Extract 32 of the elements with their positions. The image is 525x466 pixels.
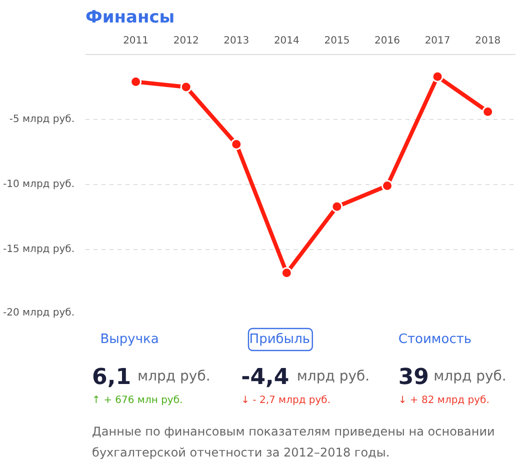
point: [180, 81, 192, 93]
text: 6,1: [92, 365, 132, 390]
text: Стоимость: [398, 332, 472, 347]
y-tick-label: -10 млрд руб.: [3, 179, 74, 190]
text: млрд руб.: [138, 368, 210, 384]
text: ↓ + 82 млрд руб.: [398, 395, 490, 406]
x-tick-label: 2014: [274, 36, 300, 46]
x-tick-label: 2013: [224, 36, 250, 46]
x-tick-label: 2017: [424, 36, 450, 46]
x-tick-label: 2011: [123, 36, 149, 46]
text: Данные по финансовым показателям приведены на основании бухгалтерской отчетности за 2012–2018 годы.: [92, 424, 495, 460]
text: -4,4: [241, 365, 290, 390]
text: Выручка: [100, 332, 159, 347]
point: [280, 267, 292, 279]
x-tick-label: 2015: [324, 36, 350, 46]
point: [432, 70, 444, 82]
x-tick-label: 2012: [173, 36, 199, 46]
text: ↓ - 2,7 млрд руб.: [241, 395, 331, 406]
point: [482, 106, 494, 118]
text: 39: [398, 365, 429, 390]
x-tick-label: 2016: [374, 36, 400, 46]
x-tick-label: 2018: [475, 36, 501, 46]
text: Прибыль: [249, 332, 310, 347]
point: [331, 200, 343, 212]
text: млрд руб.: [434, 368, 506, 384]
text: млрд руб.: [296, 368, 370, 384]
y-tick-label: -15 млрд руб.: [3, 244, 74, 255]
text: ↑ + 676 млн руб.: [92, 395, 183, 406]
chart-title: Финансы: [86, 8, 175, 28]
y-tick-label: -5 млрд руб.: [9, 114, 75, 125]
point: [230, 138, 242, 150]
y-tick-label: -20 млрд руб.: [3, 308, 74, 318]
